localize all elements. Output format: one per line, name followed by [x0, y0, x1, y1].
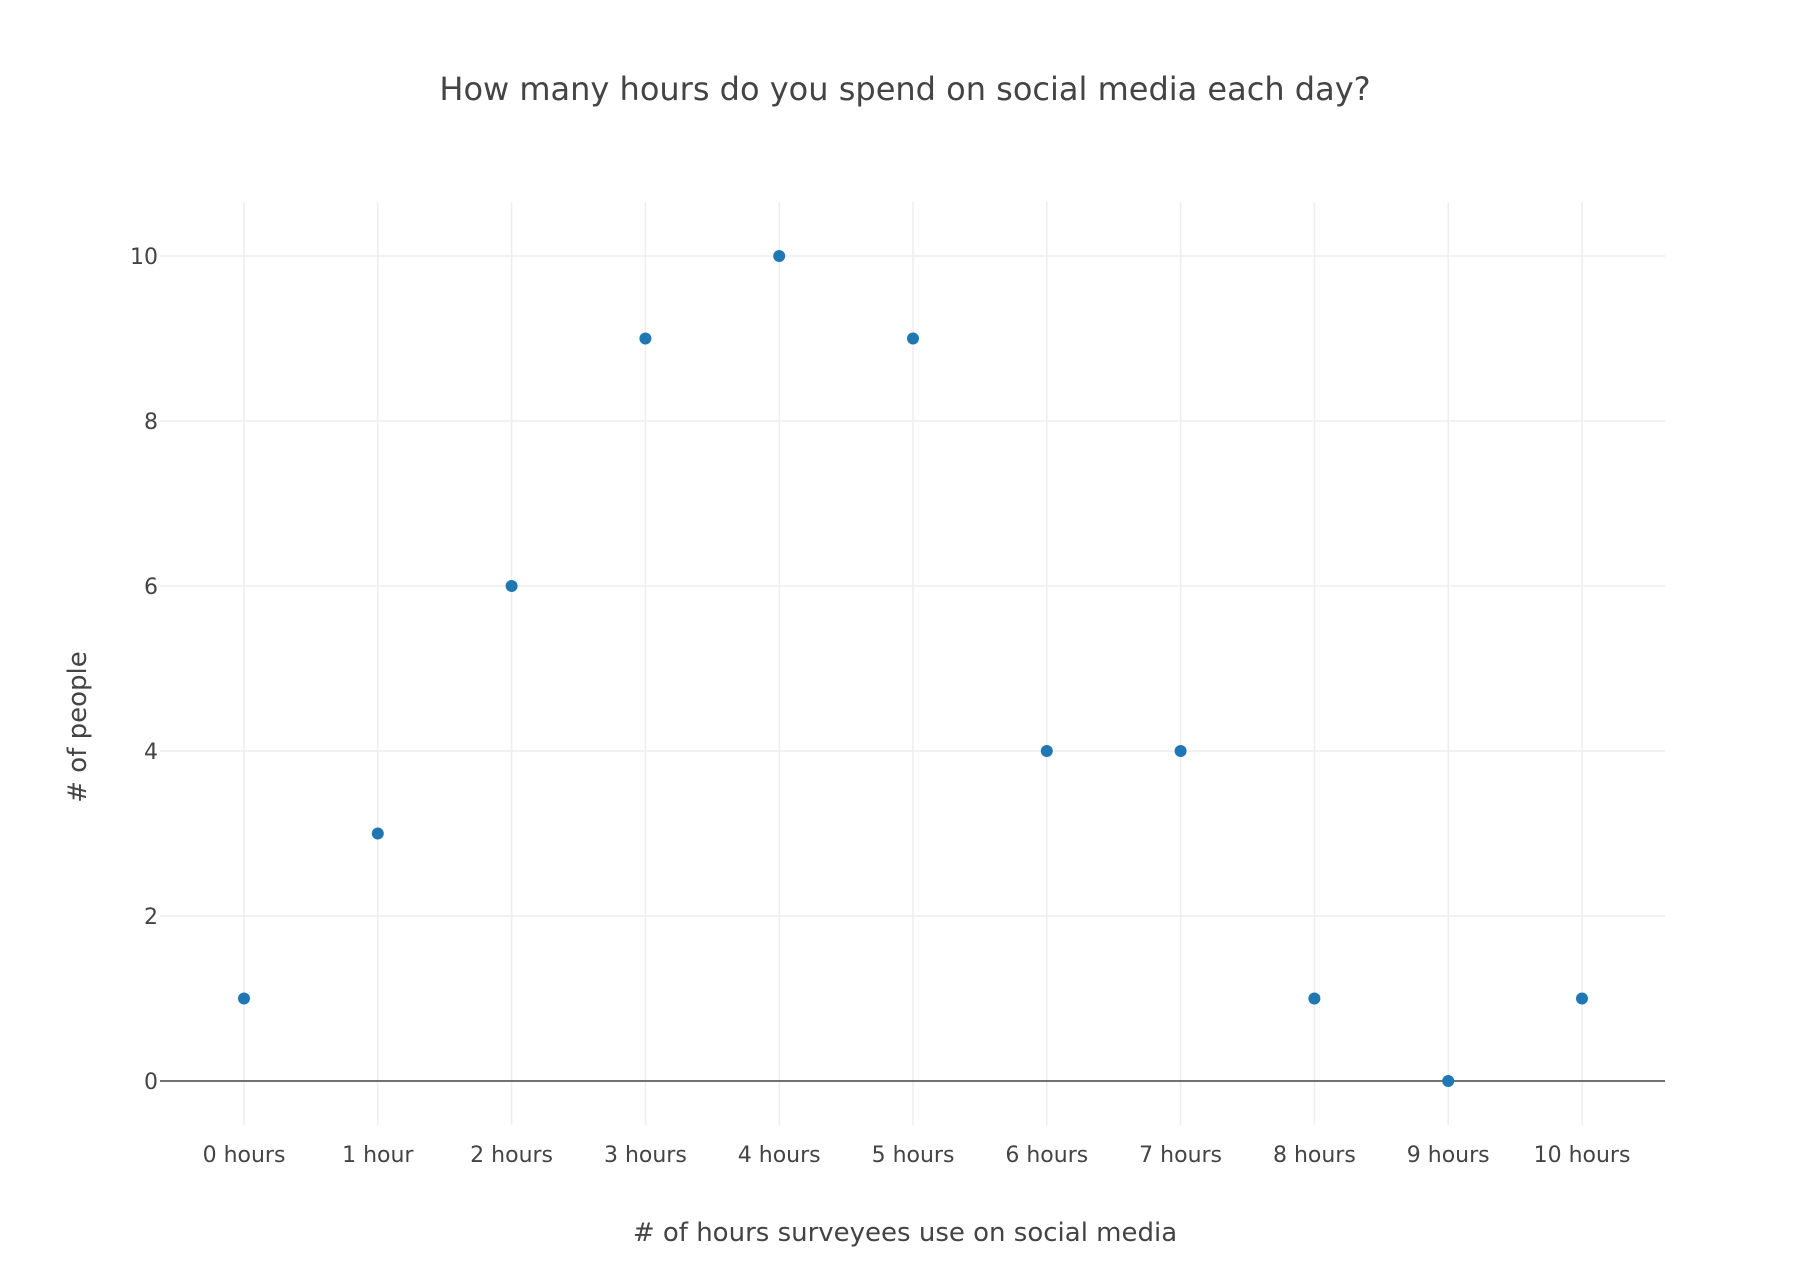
data-point — [1576, 992, 1588, 1005]
y-tick-label: 6 — [144, 575, 158, 600]
y-axis-title: # of people — [63, 651, 93, 803]
x-tick-label: 3 hours — [604, 1143, 687, 1168]
y-tick-label: 2 — [144, 905, 158, 930]
data-point — [639, 332, 652, 345]
x-tick-label: 1 hour — [342, 1143, 414, 1168]
x-tick-label: 2 hours — [470, 1143, 553, 1168]
data-point — [505, 580, 518, 592]
data-point — [907, 332, 919, 345]
x-tick-label: 6 hours — [1005, 1143, 1088, 1168]
x-tick-label: 9 hours — [1407, 1143, 1490, 1168]
axes: 0 2 4 6 8 10 0 hours 1 hour 2 hours 3 hours 4 hour… — [130, 245, 1665, 1168]
x-tick-label: 4 hours — [738, 1143, 821, 1168]
x-tick-label: 0 hours — [203, 1143, 286, 1168]
data-point — [371, 827, 384, 840]
y-tick-label: 4 — [144, 740, 158, 765]
x-tick-label: 10 hours — [1534, 1143, 1631, 1168]
x-tick-label: 7 hours — [1139, 1143, 1222, 1168]
data-point — [1040, 745, 1053, 757]
grid — [160, 202, 1665, 1125]
data-point — [238, 992, 250, 1005]
data-point — [773, 250, 786, 262]
x-tick-label: 5 hours — [872, 1143, 955, 1168]
data-points — [238, 250, 1588, 1087]
x-axis-title: # of hours surveyees use on social media — [633, 1218, 1177, 1248]
data-point — [1442, 1075, 1455, 1087]
x-tick-label: 8 hours — [1273, 1143, 1356, 1168]
chart-title: How many hours do you spend on social me… — [439, 70, 1370, 108]
data-point — [1308, 992, 1321, 1005]
data-point — [1174, 745, 1187, 757]
y-tick-label: 0 — [144, 1070, 158, 1095]
y-tick-label: 8 — [144, 410, 158, 435]
y-tick-label: 10 — [130, 245, 158, 270]
